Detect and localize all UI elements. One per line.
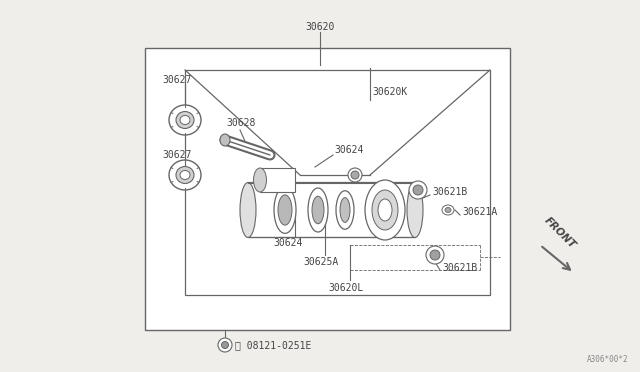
Ellipse shape xyxy=(407,183,423,237)
Ellipse shape xyxy=(180,115,190,125)
Ellipse shape xyxy=(278,195,292,225)
Ellipse shape xyxy=(348,168,362,182)
Text: 30624: 30624 xyxy=(273,238,302,248)
Ellipse shape xyxy=(430,250,440,260)
Ellipse shape xyxy=(312,196,324,224)
Ellipse shape xyxy=(221,341,228,349)
Ellipse shape xyxy=(169,160,201,190)
Text: 30621B: 30621B xyxy=(432,187,467,197)
Ellipse shape xyxy=(308,188,328,232)
Ellipse shape xyxy=(442,205,454,215)
Text: 30620: 30620 xyxy=(305,22,335,32)
Bar xyxy=(260,168,295,192)
Text: Ⓑ 08121-0251E: Ⓑ 08121-0251E xyxy=(235,340,312,350)
Text: 30620K: 30620K xyxy=(372,87,407,97)
Ellipse shape xyxy=(253,168,266,192)
Text: A306*00*2: A306*00*2 xyxy=(586,356,628,365)
Text: 30625A: 30625A xyxy=(303,257,339,267)
Text: 30627: 30627 xyxy=(162,150,191,160)
Text: 30621B: 30621B xyxy=(442,263,477,273)
Ellipse shape xyxy=(240,183,256,237)
Ellipse shape xyxy=(413,185,423,195)
Text: 30628: 30628 xyxy=(226,118,255,128)
Text: 30621A: 30621A xyxy=(462,207,497,217)
Ellipse shape xyxy=(365,180,405,240)
Ellipse shape xyxy=(445,208,451,212)
Ellipse shape xyxy=(351,171,359,179)
Text: FRONT: FRONT xyxy=(542,215,577,251)
Text: 30627: 30627 xyxy=(162,75,191,85)
Ellipse shape xyxy=(169,105,201,135)
Ellipse shape xyxy=(378,199,392,221)
Ellipse shape xyxy=(336,191,354,229)
Polygon shape xyxy=(185,70,490,175)
Ellipse shape xyxy=(176,167,194,183)
Text: 30624: 30624 xyxy=(334,145,364,155)
Polygon shape xyxy=(185,70,490,295)
Ellipse shape xyxy=(409,181,427,199)
Ellipse shape xyxy=(180,170,190,180)
Ellipse shape xyxy=(220,134,230,146)
Ellipse shape xyxy=(426,246,444,264)
Ellipse shape xyxy=(340,198,350,222)
Ellipse shape xyxy=(176,112,194,128)
Ellipse shape xyxy=(274,187,296,233)
Bar xyxy=(248,182,415,237)
Ellipse shape xyxy=(218,338,232,352)
Bar xyxy=(145,48,510,330)
Ellipse shape xyxy=(372,190,398,230)
Text: 30620L: 30620L xyxy=(328,283,364,293)
